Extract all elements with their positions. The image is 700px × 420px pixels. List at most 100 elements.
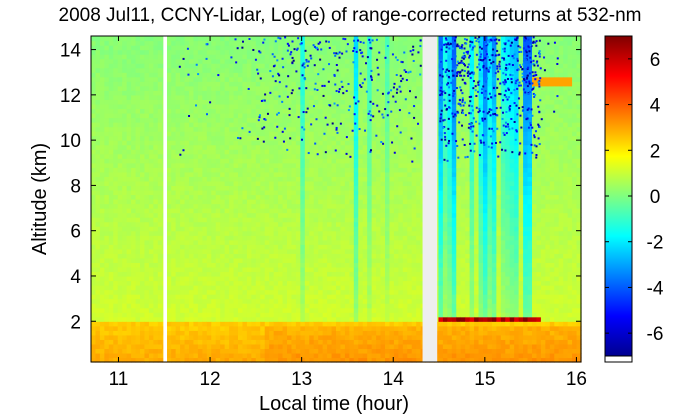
heatmap-cell (171, 122, 177, 128)
heatmap-cell (358, 171, 364, 177)
heatmap-cell (117, 294, 123, 300)
heatmap-cell (291, 167, 297, 173)
heatmap-cell (108, 36, 114, 42)
heatmap-cell (264, 99, 270, 105)
heatmap-cell (91, 257, 97, 263)
heatmap-cell (108, 348, 114, 354)
heatmap-cell (278, 248, 284, 254)
heatmap-cell (251, 81, 257, 87)
heatmap-cell (327, 230, 333, 236)
heatmap-cell (211, 312, 217, 318)
heatmap-cell (282, 194, 288, 200)
heatmap-cell (282, 85, 288, 91)
heatmap-cell (202, 312, 208, 318)
heatmap-cell (113, 262, 119, 268)
heatmap-cell (157, 352, 163, 359)
heatmap-cell (309, 158, 315, 164)
heatmap-cell (287, 339, 293, 345)
heatmap-cell (327, 352, 333, 359)
heatmap-cell (255, 217, 261, 223)
heatmap-cell (295, 212, 301, 218)
heatmap-cell (327, 54, 333, 60)
heatmap-cell (108, 108, 114, 114)
heatmap-cell (184, 81, 190, 87)
heatmap-cell (273, 162, 279, 168)
heatmap-cell (175, 58, 181, 64)
heatmap-cell (273, 117, 279, 123)
heatmap-cell (304, 103, 310, 110)
heatmap-cell (340, 321, 346, 327)
heatmap-cell (291, 226, 297, 232)
heatmap-cell (99, 334, 105, 340)
heatmap-cell (322, 280, 328, 286)
heatmap-cell (229, 135, 235, 141)
heatmap-cell (246, 158, 252, 164)
heatmap-cell (385, 226, 391, 232)
heatmap-cell (166, 180, 172, 187)
heatmap-cell (166, 307, 172, 313)
heatmap-cell (246, 189, 252, 196)
heatmap-cell (122, 158, 128, 164)
heatmap-cell (202, 117, 208, 123)
heatmap-cell (131, 312, 137, 318)
heatmap-cell (264, 212, 270, 218)
heatmap-cell (344, 266, 350, 273)
heatmap-cell (300, 312, 306, 318)
heatmap-cell (184, 321, 190, 327)
heatmap-cell (175, 239, 181, 245)
heatmap-cell (385, 140, 391, 146)
heatmap-cell (282, 262, 288, 268)
heatmap-cell (126, 67, 132, 73)
heatmap-cell (238, 67, 244, 73)
heatmap-cell (229, 194, 235, 200)
heatmap-cell (171, 126, 177, 132)
heatmap-cell (353, 135, 359, 141)
heatmap-cell (340, 167, 346, 173)
heatmap-cell (322, 122, 328, 128)
heatmap-cell (380, 67, 386, 73)
heatmap-cell (344, 117, 350, 123)
heatmap-cell (131, 262, 137, 268)
heatmap-cell (238, 54, 244, 60)
heatmap-cell (309, 180, 315, 187)
heatmap-cell (242, 72, 248, 78)
heatmap-cell (251, 339, 257, 345)
heatmap-cell (99, 271, 105, 277)
heatmap-cell (206, 280, 212, 286)
heatmap-cell (117, 117, 123, 123)
heatmap-cell (126, 122, 132, 128)
heatmap-cell (336, 140, 342, 146)
heatmap-cell (131, 275, 137, 282)
heatmap-cell (233, 131, 239, 137)
heatmap-cell (340, 189, 346, 196)
heatmap-cell (238, 49, 244, 55)
heatmap-cell (362, 63, 368, 69)
heatmap-cell (189, 162, 195, 168)
heatmap-cell (242, 99, 248, 105)
heatmap-cell (336, 285, 342, 291)
heatmap-cell (135, 266, 141, 273)
heatmap-cell (166, 321, 172, 327)
heatmap-cell (393, 212, 399, 218)
heatmap-cell (300, 280, 306, 286)
heatmap-cell (184, 36, 190, 42)
heatmap-cell (287, 271, 293, 277)
heatmap-cell (287, 208, 293, 214)
heatmap-cell (385, 357, 391, 363)
heatmap-cell (238, 262, 244, 268)
heatmap-cell (269, 122, 275, 128)
heatmap-cell (153, 140, 159, 146)
heatmap-cell (108, 208, 114, 214)
heatmap-cell (91, 285, 97, 291)
heatmap-cell (131, 162, 137, 168)
heatmap-cell (340, 262, 346, 268)
heatmap-cell (295, 144, 301, 150)
heatmap-cell (358, 63, 364, 69)
heatmap-cell (304, 171, 310, 177)
heatmap-cell (278, 339, 284, 345)
heatmap-cell (148, 189, 154, 196)
heatmap-cell (233, 339, 239, 345)
heatmap-cell (135, 180, 141, 187)
heatmap-cell (202, 235, 208, 241)
heatmap-cell (189, 94, 195, 100)
